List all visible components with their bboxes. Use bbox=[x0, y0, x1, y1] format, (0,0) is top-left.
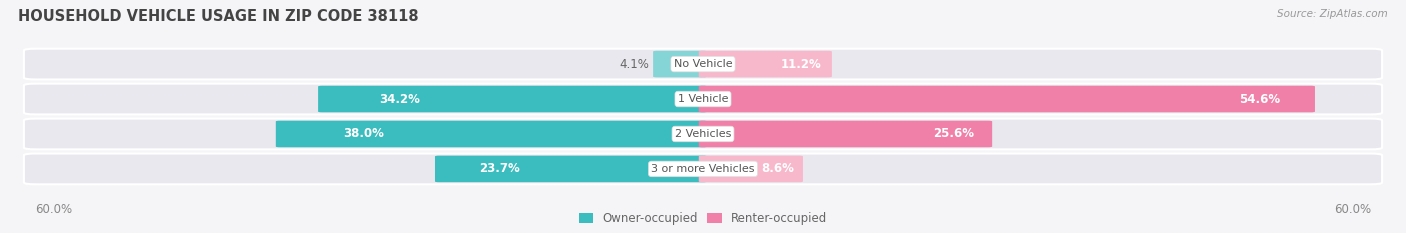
Legend: Owner-occupied, Renter-occupied: Owner-occupied, Renter-occupied bbox=[579, 212, 827, 225]
Text: 1 Vehicle: 1 Vehicle bbox=[678, 94, 728, 104]
Text: 34.2%: 34.2% bbox=[380, 93, 420, 106]
Text: 54.6%: 54.6% bbox=[1239, 93, 1281, 106]
FancyBboxPatch shape bbox=[24, 84, 1382, 114]
FancyBboxPatch shape bbox=[276, 121, 707, 147]
Text: 2 Vehicles: 2 Vehicles bbox=[675, 129, 731, 139]
Text: No Vehicle: No Vehicle bbox=[673, 59, 733, 69]
FancyBboxPatch shape bbox=[699, 156, 803, 182]
FancyBboxPatch shape bbox=[654, 51, 707, 77]
FancyBboxPatch shape bbox=[24, 119, 1382, 149]
FancyBboxPatch shape bbox=[24, 49, 1382, 79]
FancyBboxPatch shape bbox=[699, 51, 832, 77]
Text: 11.2%: 11.2% bbox=[780, 58, 821, 71]
Text: Source: ZipAtlas.com: Source: ZipAtlas.com bbox=[1277, 9, 1388, 19]
Text: HOUSEHOLD VEHICLE USAGE IN ZIP CODE 38118: HOUSEHOLD VEHICLE USAGE IN ZIP CODE 3811… bbox=[18, 9, 419, 24]
FancyBboxPatch shape bbox=[699, 86, 1315, 112]
FancyBboxPatch shape bbox=[434, 156, 707, 182]
Text: 25.6%: 25.6% bbox=[932, 127, 974, 140]
Text: 60.0%: 60.0% bbox=[1334, 203, 1371, 216]
FancyBboxPatch shape bbox=[699, 121, 993, 147]
Text: 4.1%: 4.1% bbox=[619, 58, 650, 71]
Text: 60.0%: 60.0% bbox=[35, 203, 72, 216]
FancyBboxPatch shape bbox=[24, 154, 1382, 184]
Text: 3 or more Vehicles: 3 or more Vehicles bbox=[651, 164, 755, 174]
Text: 23.7%: 23.7% bbox=[479, 162, 520, 175]
Text: 8.6%: 8.6% bbox=[761, 162, 794, 175]
FancyBboxPatch shape bbox=[318, 86, 707, 112]
Text: 38.0%: 38.0% bbox=[343, 127, 384, 140]
